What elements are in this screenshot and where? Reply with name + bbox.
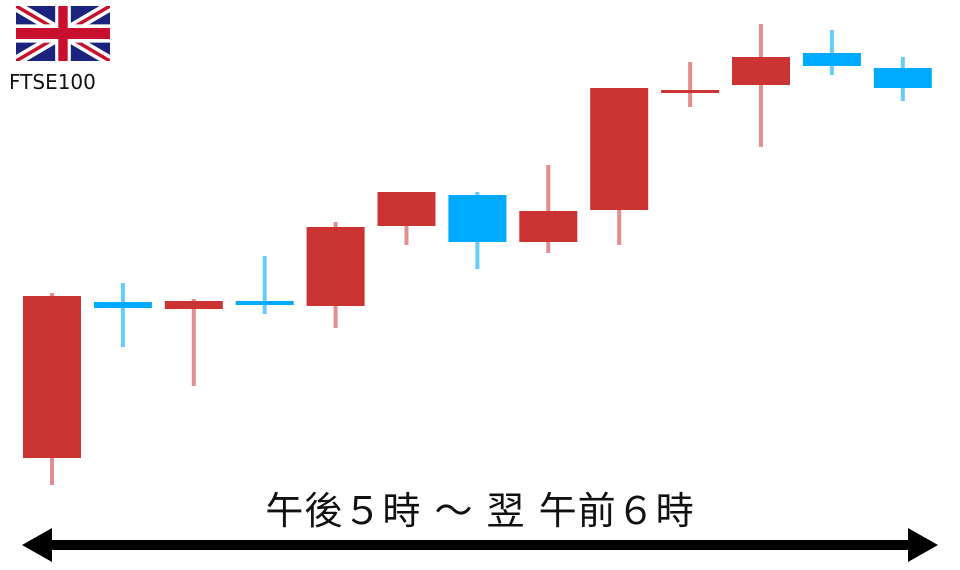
candlestick-chart [23, 24, 932, 485]
candle-body [93, 302, 152, 308]
candle-6 [377, 192, 436, 245]
candle-body [732, 57, 790, 85]
candle-body [306, 227, 365, 306]
period-label: 午後５時 ～ 翌 午前６時 [265, 489, 695, 533]
candle-1 [23, 293, 81, 485]
candle-body [519, 211, 578, 242]
candle-9 [590, 88, 649, 245]
candle-5 [306, 222, 365, 328]
candle-body [873, 68, 932, 88]
candle-body [164, 301, 223, 309]
candle-body [377, 192, 436, 226]
index-label: FTSE100 [9, 70, 96, 94]
candle-12 [802, 30, 861, 75]
candle-3 [164, 299, 223, 386]
candle-body [590, 88, 649, 210]
candle-2 [93, 283, 152, 347]
candle-11 [732, 24, 790, 147]
uk-flag-icon [16, 6, 110, 61]
candle-8 [519, 165, 578, 253]
candle-body [802, 53, 861, 66]
candle-4 [235, 256, 294, 314]
candle-body [235, 301, 294, 305]
double-arrow-icon [22, 528, 938, 562]
candle-13 [873, 57, 932, 101]
candle-body [23, 296, 81, 458]
candle-10 [661, 62, 720, 107]
candle-7 [448, 192, 507, 269]
candle-body [448, 195, 507, 242]
candle-body [661, 90, 720, 93]
